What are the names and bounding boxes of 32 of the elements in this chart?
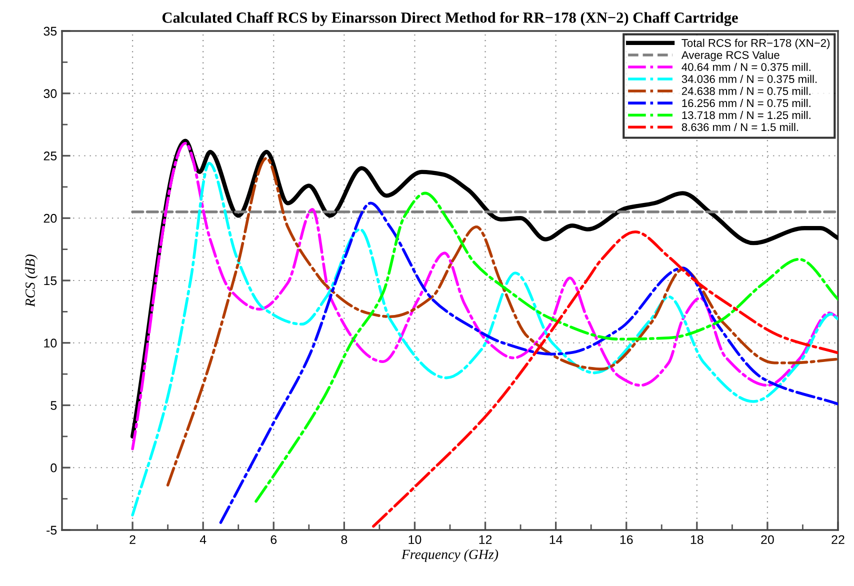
y-tick-label: 0 xyxy=(50,463,57,472)
y-tick-label: 25 xyxy=(44,152,57,160)
y-tick-label: 35 xyxy=(44,26,57,36)
x-tick-label: 4 xyxy=(200,535,206,544)
y-tick-label: 10 xyxy=(44,338,57,348)
x-tick-label: 16 xyxy=(620,535,633,544)
x-tick-label: 18 xyxy=(690,535,704,544)
y-tick-label: -5 xyxy=(46,526,57,535)
legend-label: Total RCS for RR−178 (XN−2) xyxy=(682,38,830,50)
x-tick-label: 22 xyxy=(832,535,844,544)
x-tick-label: 8 xyxy=(341,535,348,544)
legend-label: 8.636 mm / N = 1.5 mill. xyxy=(682,122,798,132)
x-tick-label: 6 xyxy=(270,535,277,544)
y-tick-label: 30 xyxy=(44,89,57,98)
legend-label: 13.718 mm / N = 1.25 mill. xyxy=(682,110,810,120)
y-tick-label: 15 xyxy=(44,276,57,286)
x-tick-label: 2 xyxy=(130,535,136,544)
x-tick-label: 20 xyxy=(761,535,774,544)
line-series xyxy=(372,230,838,528)
legend-label: 24.638 mm / N = 0.75 mill. xyxy=(682,86,810,96)
y-axis-title: RCS (dB) xyxy=(25,254,38,307)
x-tick-label: 12 xyxy=(479,535,492,544)
chart-title: Calculated Chaff RCS by Einarsson Direct Method for RR−178 (XN−2) Chaff Cartridge xyxy=(162,12,738,26)
x-tick-label: 14 xyxy=(550,535,562,544)
legend-label: Average RCS Value xyxy=(681,50,780,62)
legend-label: 40.64 mm / N = 0.375 mill. xyxy=(682,62,810,71)
x-axis-title: Frequency (GHz) xyxy=(401,549,498,562)
y-tick-label: 5 xyxy=(50,401,57,410)
y-tick-label: 20 xyxy=(44,214,57,223)
legend-label: 16.256 mm / N = 0.75 mill. xyxy=(682,98,810,108)
legend-label: 34.036 mm / N = 0.375 mill. xyxy=(682,74,817,84)
x-tick-label: 10 xyxy=(408,535,422,544)
